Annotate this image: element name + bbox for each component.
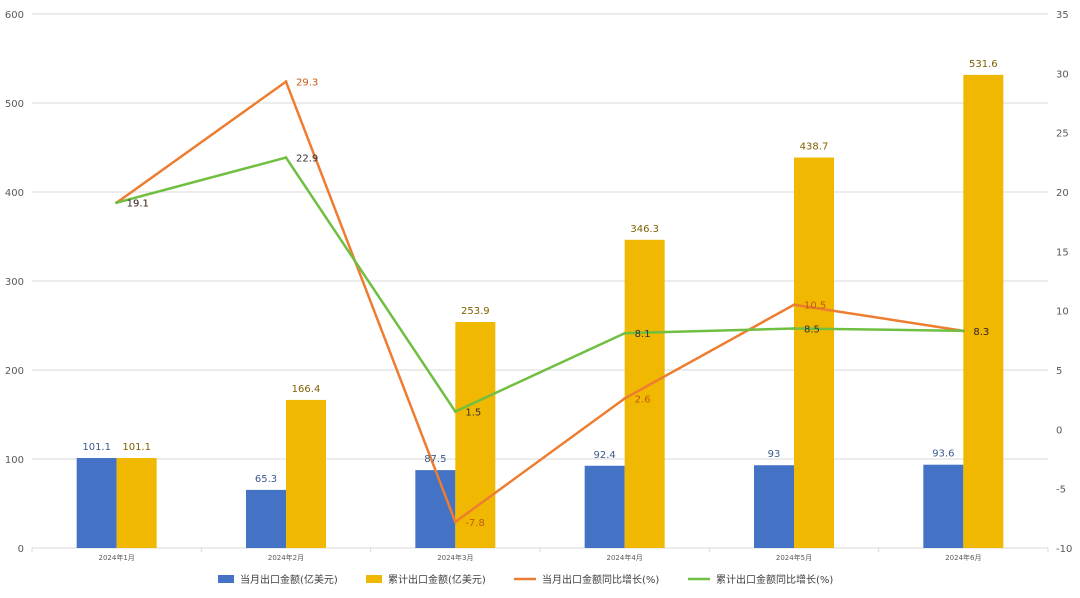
bar-data-label: 253.9 bbox=[461, 306, 490, 317]
series-line bbox=[115, 80, 964, 524]
x-tick-label: 2024年3月 bbox=[437, 553, 473, 562]
line-data-label: 29.3 bbox=[296, 78, 318, 89]
bar bbox=[116, 458, 157, 548]
line-data-label: 19.1 bbox=[127, 199, 149, 210]
bar bbox=[76, 458, 117, 548]
bar-data-label: 101.1 bbox=[82, 442, 111, 453]
bar-data-label: 166.4 bbox=[292, 384, 321, 395]
y-left-tick-label: 600 bbox=[5, 10, 24, 21]
bar bbox=[246, 489, 286, 548]
legend-label: 当月出口金额同比增长(%) bbox=[542, 573, 659, 586]
y-left-tick-label: 400 bbox=[5, 188, 24, 199]
y-right-tick-label: 30 bbox=[1056, 69, 1069, 80]
line-point bbox=[623, 331, 627, 335]
bar-data-label: 93.6 bbox=[932, 449, 954, 460]
bar bbox=[415, 470, 456, 548]
y-left-tick-label: 500 bbox=[5, 99, 24, 110]
bar bbox=[794, 157, 834, 548]
bar bbox=[584, 465, 625, 548]
y-right-tick-label: -5 bbox=[1056, 485, 1066, 496]
bar bbox=[455, 322, 496, 548]
bar-data-label: 92.4 bbox=[594, 450, 616, 461]
legend-label: 累计出口金额同比增长(%) bbox=[716, 573, 833, 586]
bar-data-label: 65.3 bbox=[255, 474, 277, 485]
bar bbox=[286, 399, 326, 548]
y-right-tick-label: 15 bbox=[1056, 247, 1069, 258]
y-right-tick-label: 20 bbox=[1056, 188, 1069, 199]
line-data-label: 8.1 bbox=[635, 329, 651, 340]
line-data-label: 19.1 bbox=[127, 199, 149, 210]
x-tick-label: 2024年2月 bbox=[268, 553, 304, 562]
legend: 当月出口金额(亿美元) 累计出口金额(亿美元) 当月出口金额同比增长(%) 累计出口金… bbox=[218, 573, 833, 586]
gridlines bbox=[32, 13, 1048, 549]
y-right-tick-label: 25 bbox=[1056, 129, 1069, 140]
axes: 0 100 200 300 400 500 600 -10 -5 0 5 10 15 20 25 30 35 20… bbox=[5, 10, 1072, 562]
y-left-tick-label: 200 bbox=[5, 366, 24, 377]
line-point bbox=[284, 80, 288, 84]
y-right-tick-label: -10 bbox=[1056, 544, 1072, 555]
y-left-tick-label: 100 bbox=[5, 455, 24, 466]
bar bbox=[963, 74, 1004, 548]
bar-data-label: 346.3 bbox=[630, 224, 659, 235]
y-left-tick-label: 0 bbox=[18, 544, 24, 555]
y-right-tick-label: 0 bbox=[1056, 425, 1062, 436]
legend-swatch bbox=[218, 575, 234, 583]
line-point bbox=[453, 410, 457, 414]
bar-data-label: 93 bbox=[768, 449, 781, 460]
data-labels: 101.1 65.3 87.5 92.4 93 93.6 101.1 166.4 253.9 34… bbox=[82, 59, 997, 529]
legend-swatch bbox=[366, 575, 382, 583]
y-right-tick-label: 5 bbox=[1056, 366, 1062, 377]
line-point bbox=[284, 156, 288, 160]
bar bbox=[923, 464, 964, 548]
bar-data-label: 87.5 bbox=[424, 454, 446, 465]
x-tick-label: 2024年1月 bbox=[99, 553, 135, 562]
line-data-label: 2.6 bbox=[635, 394, 651, 405]
legend-label: 当月出口金额(亿美元) bbox=[240, 573, 338, 586]
line-data-label: 22.9 bbox=[296, 154, 318, 165]
x-tick-label: 2024年6月 bbox=[945, 553, 981, 562]
series-line bbox=[116, 156, 964, 413]
x-tick-label: 2024年4月 bbox=[607, 553, 643, 562]
lines bbox=[115, 80, 965, 524]
line-point bbox=[453, 520, 457, 524]
line-data-label: 1.5 bbox=[465, 408, 481, 419]
x-tick-label: 2024年5月 bbox=[776, 553, 812, 562]
y-right-tick-label: 35 bbox=[1056, 10, 1069, 21]
line-point bbox=[961, 329, 965, 333]
bar-data-label: 531.6 bbox=[969, 59, 998, 70]
line-data-label: 10.5 bbox=[804, 301, 826, 312]
bars bbox=[76, 74, 1004, 548]
legend-label: 累计出口金额(亿美元) bbox=[388, 573, 486, 586]
line-data-label: 8.3 bbox=[973, 327, 989, 338]
bar-data-label: 101.1 bbox=[122, 442, 151, 453]
line-data-label: 8.3 bbox=[973, 327, 989, 338]
bar-data-label: 438.7 bbox=[800, 142, 829, 153]
y-right-tick-label: 10 bbox=[1056, 307, 1069, 318]
line-point bbox=[792, 303, 796, 307]
bar bbox=[754, 465, 794, 548]
line-point bbox=[115, 201, 119, 205]
y-left-tick-label: 300 bbox=[5, 277, 24, 288]
line-point bbox=[623, 396, 627, 400]
line-data-label: -7.8 bbox=[465, 518, 485, 529]
line-point bbox=[792, 326, 796, 330]
line-data-label: 8.5 bbox=[804, 324, 820, 335]
